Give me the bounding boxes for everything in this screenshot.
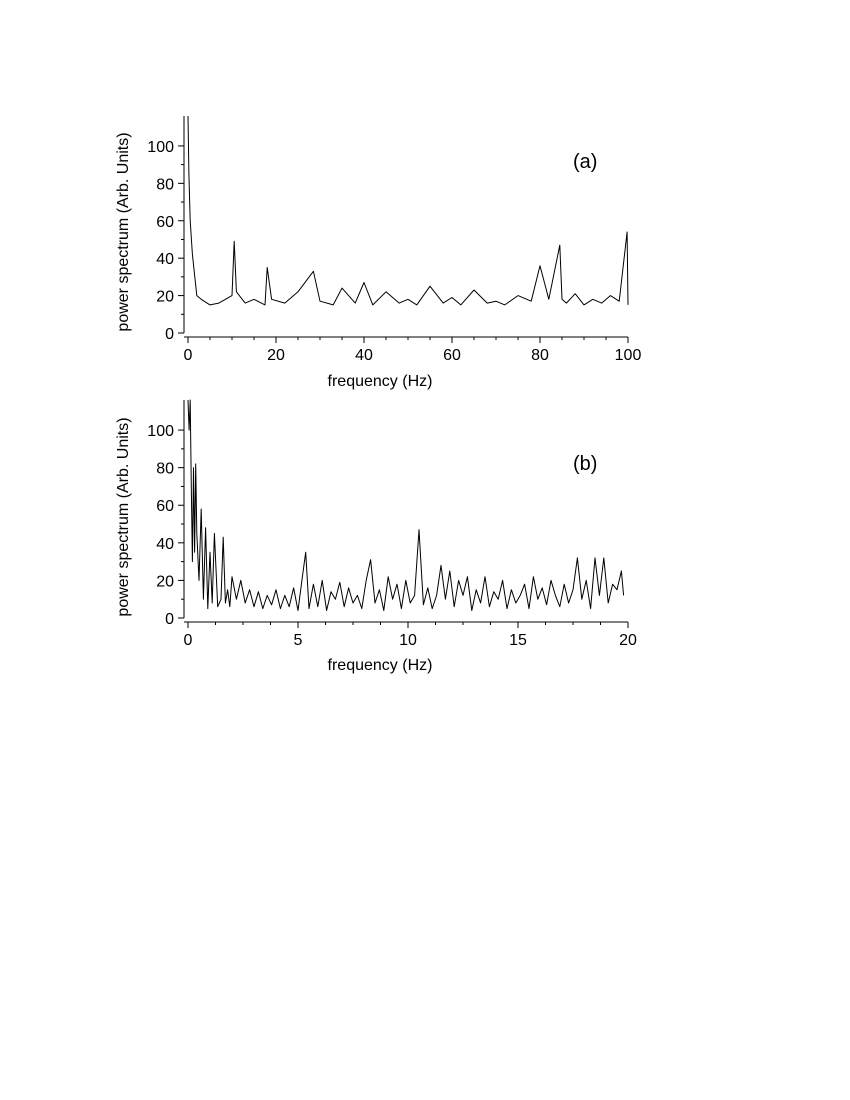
panel-label: (b) (573, 453, 597, 475)
y-tick-label: 40 (156, 536, 174, 553)
y-tick-label: 80 (156, 461, 174, 478)
x-tick-label: 0 (184, 632, 193, 649)
y-tick-label: 100 (147, 139, 174, 156)
series-line-0 (187, 399, 625, 611)
x-tick-label: 100 (615, 347, 642, 364)
x-tick-label: 10 (399, 632, 417, 649)
y-tick-label: 40 (156, 251, 174, 268)
x-tick-label: 40 (355, 347, 373, 364)
panel-b-chart: 0 20 40 60 80 100 0 5 10 15 20 frequency (Hz) power … (115, 399, 637, 674)
series-line-0 (187, 115, 629, 306)
y-tick-label: 0 (165, 326, 174, 343)
x-tick-label: 15 (509, 632, 527, 649)
y-tick-label: 80 (156, 176, 174, 193)
y-tick-label: 20 (156, 573, 174, 590)
y-tick-label: 100 (147, 423, 174, 440)
x-tick-label: 5 (294, 632, 303, 649)
y-tick-label: 60 (156, 498, 174, 515)
panel-label: (a) (573, 151, 597, 173)
y-tick-label: 20 (156, 289, 174, 306)
panel-a-chart: 0 20 40 60 80 100 0 20 40 60 80 100 frequency (Hz) po… (115, 115, 642, 390)
y-axis-label: power spectrum (Arb. Units) (115, 417, 132, 616)
y-tick-label: 60 (156, 214, 174, 231)
x-tick-label: 60 (443, 347, 461, 364)
x-tick-label: 80 (531, 347, 549, 364)
x-tick-label: 0 (184, 347, 193, 364)
x-tick-label: 20 (267, 347, 285, 364)
x-tick-label: 20 (619, 632, 637, 649)
x-axis-label: frequency (Hz) (328, 373, 433, 390)
y-tick-label: 0 (165, 611, 174, 628)
y-axis-label: power spectrum (Arb. Units) (115, 132, 132, 331)
x-axis-label: frequency (Hz) (328, 657, 433, 674)
